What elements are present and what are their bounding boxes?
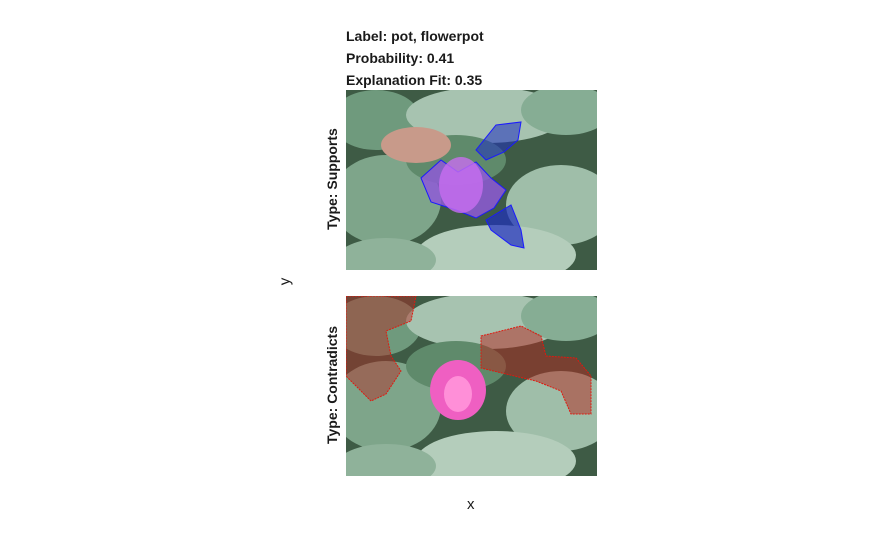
- label-title: Label: pot, flowerpot: [346, 28, 484, 44]
- y-axis-label: y: [276, 277, 294, 286]
- supports-panel: [346, 90, 597, 270]
- supports-image: [346, 90, 597, 270]
- probability-title: Probability: 0.41: [346, 50, 455, 66]
- contradicts-panel: [346, 296, 597, 476]
- lotus-flower: [439, 157, 483, 213]
- support-region-lower: [485, 204, 525, 249]
- explanation-fit-title: Explanation Fit: 0.35: [346, 72, 483, 88]
- x-axis-label: x: [467, 496, 475, 513]
- panel-label-supports: Type: Supports: [324, 128, 340, 230]
- lotus-flower-center: [444, 376, 472, 412]
- lotus-leaves: [346, 90, 597, 270]
- contradict-region-right: [480, 325, 592, 415]
- contradicts-image: [346, 296, 597, 476]
- support-region-top: [475, 121, 522, 161]
- contradict-region-left: [346, 296, 417, 402]
- panel-label-contradicts: Type: Contradicts: [324, 326, 340, 444]
